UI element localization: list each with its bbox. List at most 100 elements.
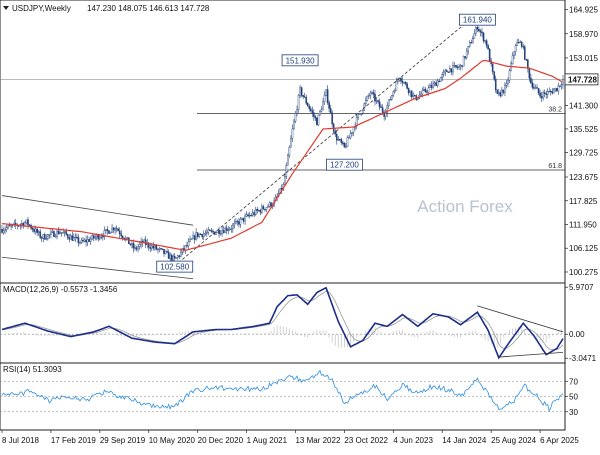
macd-lines bbox=[1, 286, 564, 360]
candle-body bbox=[126, 237, 129, 239]
channel-line-2 bbox=[1, 256, 194, 280]
candle-body bbox=[360, 113, 363, 115]
price-header: USDJPY,Weekly 147.230 148.075 146.613 14… bbox=[3, 4, 210, 13]
candle-body bbox=[267, 206, 269, 208]
candle-body bbox=[475, 27, 477, 34]
candle-body bbox=[430, 85, 433, 88]
candle-body bbox=[511, 55, 514, 64]
candle-body bbox=[209, 229, 211, 231]
candle-body bbox=[429, 85, 431, 89]
candle bbox=[157, 248, 159, 254]
candle bbox=[380, 104, 382, 108]
candle-body bbox=[444, 70, 447, 73]
candle bbox=[520, 40, 523, 49]
candle-body bbox=[228, 228, 231, 230]
candle-body bbox=[467, 45, 470, 52]
candle-body bbox=[175, 257, 178, 259]
candle bbox=[409, 90, 411, 97]
candle-body bbox=[198, 233, 200, 237]
candle bbox=[144, 235, 147, 248]
candle-body bbox=[158, 248, 161, 250]
candle bbox=[507, 77, 509, 88]
level-box-151.930 bbox=[281, 54, 319, 67]
candle-body bbox=[331, 112, 333, 125]
candle bbox=[537, 88, 540, 96]
candle-body bbox=[322, 101, 324, 110]
candle bbox=[499, 90, 502, 98]
candle bbox=[458, 63, 460, 70]
candle-body bbox=[262, 206, 265, 210]
candle bbox=[404, 81, 407, 86]
candle-body bbox=[361, 109, 364, 114]
candle bbox=[504, 82, 506, 97]
candle bbox=[117, 227, 119, 232]
candle-body bbox=[340, 139, 343, 143]
candle-body bbox=[375, 100, 378, 102]
candle-body bbox=[91, 235, 93, 240]
candle bbox=[268, 201, 271, 208]
candle bbox=[129, 243, 132, 246]
candle bbox=[120, 229, 123, 239]
candle bbox=[187, 238, 190, 249]
candle-body bbox=[378, 101, 381, 108]
candle bbox=[430, 81, 433, 91]
candle-body bbox=[137, 246, 139, 250]
x-tick-label: 8 Jul 2018 bbox=[2, 436, 39, 445]
candle bbox=[164, 250, 167, 255]
candle bbox=[423, 86, 425, 92]
candle-body bbox=[8, 225, 11, 227]
candle bbox=[149, 243, 152, 253]
candle bbox=[361, 109, 364, 115]
candle-body bbox=[34, 228, 37, 232]
candle bbox=[80, 237, 83, 245]
candle bbox=[560, 80, 563, 90]
candle-body bbox=[337, 139, 340, 141]
candle-body bbox=[537, 88, 540, 94]
candle-body bbox=[256, 209, 259, 211]
candle-body bbox=[510, 63, 512, 71]
candle-body bbox=[97, 234, 100, 240]
candle-body bbox=[42, 234, 45, 239]
candle bbox=[455, 64, 457, 69]
candle bbox=[514, 43, 517, 56]
candle bbox=[253, 209, 256, 218]
candle-body bbox=[339, 139, 341, 141]
candle-body bbox=[296, 109, 298, 114]
candle-body bbox=[202, 233, 205, 238]
candle bbox=[549, 89, 552, 96]
candle bbox=[68, 233, 71, 243]
candle-body bbox=[71, 235, 74, 241]
candle bbox=[372, 89, 375, 99]
candle-body bbox=[449, 68, 451, 73]
candle bbox=[73, 233, 75, 241]
candle-body bbox=[53, 231, 55, 237]
candle-body bbox=[225, 227, 228, 231]
candle-body bbox=[210, 230, 213, 232]
candle-body bbox=[2, 230, 5, 233]
candle-body bbox=[167, 251, 170, 259]
candle bbox=[196, 232, 199, 239]
macd-label: MACD(12,26,9) -0.5573 -1.3456 bbox=[3, 285, 118, 294]
dropdown-triangle-icon[interactable] bbox=[3, 6, 9, 10]
candle bbox=[258, 209, 260, 212]
candle-body bbox=[499, 92, 502, 96]
candle bbox=[484, 40, 486, 44]
candle-body bbox=[85, 239, 87, 243]
candle bbox=[459, 63, 462, 71]
candle-body bbox=[406, 83, 408, 89]
candle-body bbox=[238, 221, 240, 225]
candle bbox=[212, 229, 214, 235]
channel-line-1 bbox=[1, 195, 194, 226]
candle-body bbox=[439, 77, 442, 82]
x-tick-label: 6 Apr 2025 bbox=[540, 436, 579, 445]
candle-body bbox=[308, 105, 311, 109]
candle bbox=[138, 241, 141, 250]
candle bbox=[265, 206, 268, 213]
candle-body bbox=[60, 232, 63, 234]
candle-body bbox=[504, 85, 506, 93]
x-tick-label: 1 Aug 2021 bbox=[247, 436, 288, 445]
candle bbox=[491, 63, 494, 75]
candle bbox=[302, 95, 304, 100]
candle-body bbox=[37, 231, 40, 233]
candle bbox=[449, 65, 451, 73]
